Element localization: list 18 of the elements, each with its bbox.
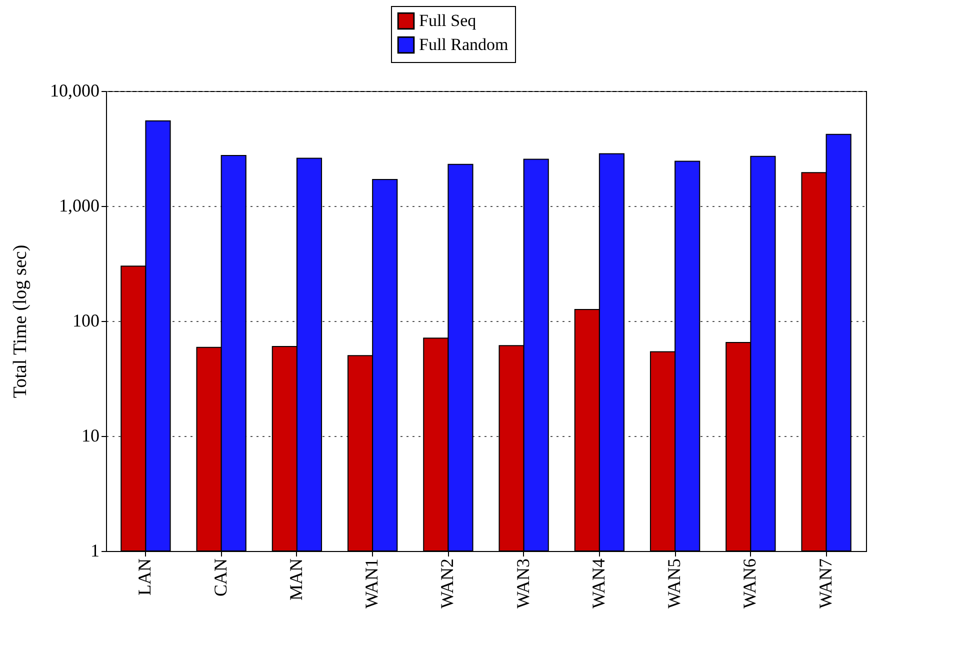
legend-label: Full Seq [419, 11, 477, 30]
x-tick-label: WAN3 [512, 558, 533, 608]
legend-label: Full Random [419, 35, 508, 54]
x-tick-label: WAN5 [664, 558, 684, 608]
x-tick-label: CAN [210, 558, 230, 597]
x-tick-label: WAN1 [362, 558, 382, 608]
x-tick-label: LAN [134, 558, 155, 596]
x-tick-label: WAN7 [815, 558, 836, 608]
y-tick-label: 100 [72, 310, 100, 330]
y-tick-label: 10 [82, 426, 100, 446]
y-tick-label: 10,000 [50, 80, 100, 100]
x-tick-label: WAN6 [740, 558, 760, 608]
y-tick-label: 1 [90, 540, 100, 560]
y-axis-title: Total Time (log sec) [10, 244, 31, 398]
x-tick-label: WAN4 [588, 558, 608, 608]
x-tick-label: MAN [286, 558, 306, 601]
y-tick-label: 1,000 [59, 196, 100, 216]
x-tick-label: WAN2 [437, 558, 458, 608]
